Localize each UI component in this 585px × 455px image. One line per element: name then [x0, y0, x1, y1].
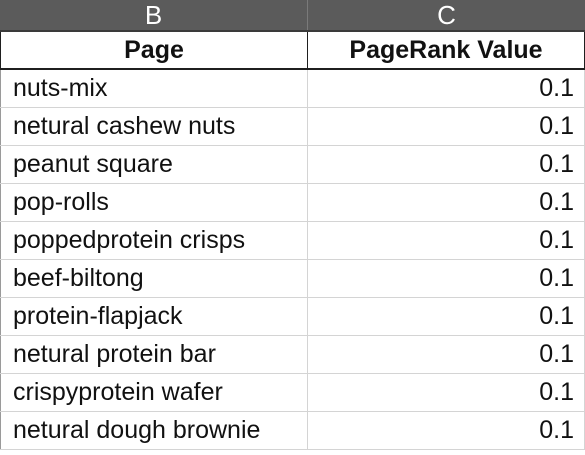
page-cell[interactable]: netural protein bar — [0, 336, 308, 373]
page-cell[interactable]: nuts-mix — [0, 70, 308, 107]
column-header-bar: B C — [0, 0, 585, 32]
page-cell[interactable]: netural cashew nuts — [0, 108, 308, 145]
table-row: beef-biltong 0.1 — [0, 260, 585, 298]
page-cell[interactable]: netural dough brownie — [0, 412, 308, 449]
page-cell[interactable]: crispyprotein wafer — [0, 374, 308, 411]
column-header-b[interactable]: B — [0, 0, 308, 30]
table-row: crispyprotein wafer 0.1 — [0, 374, 585, 412]
table-row: netural dough brownie 0.1 — [0, 412, 585, 450]
header-cell-pagerank[interactable]: PageRank Value — [308, 32, 585, 68]
page-cell[interactable]: pop-rolls — [0, 184, 308, 221]
table-header-row: Page PageRank Value — [0, 32, 585, 70]
page-cell[interactable]: poppedprotein crisps — [0, 222, 308, 259]
pagerank-cell[interactable]: 0.1 — [308, 298, 585, 335]
pagerank-cell[interactable]: 0.1 — [308, 146, 585, 183]
page-cell[interactable]: beef-biltong — [0, 260, 308, 297]
pagerank-cell[interactable]: 0.1 — [308, 108, 585, 145]
pagerank-cell[interactable]: 0.1 — [308, 412, 585, 449]
table-row: pop-rolls 0.1 — [0, 184, 585, 222]
header-cell-page[interactable]: Page — [0, 32, 308, 68]
page-cell[interactable]: protein-flapjack — [0, 298, 308, 335]
table-row: netural cashew nuts 0.1 — [0, 108, 585, 146]
pagerank-cell[interactable]: 0.1 — [308, 70, 585, 107]
table-row: nuts-mix 0.1 — [0, 70, 585, 108]
table-row: poppedprotein crisps 0.1 — [0, 222, 585, 260]
column-header-c[interactable]: C — [437, 0, 456, 30]
table-row: peanut square 0.1 — [0, 146, 585, 184]
pagerank-cell[interactable]: 0.1 — [308, 260, 585, 297]
pagerank-cell[interactable]: 0.1 — [308, 374, 585, 411]
pagerank-cell[interactable]: 0.1 — [308, 184, 585, 221]
pagerank-cell[interactable]: 0.1 — [308, 336, 585, 373]
cell-grid: Page PageRank Value nuts-mix 0.1 netural… — [0, 32, 585, 450]
table-row: netural protein bar 0.1 — [0, 336, 585, 374]
page-cell[interactable]: peanut square — [0, 146, 308, 183]
pagerank-cell[interactable]: 0.1 — [308, 222, 585, 259]
table-row: protein-flapjack 0.1 — [0, 298, 585, 336]
